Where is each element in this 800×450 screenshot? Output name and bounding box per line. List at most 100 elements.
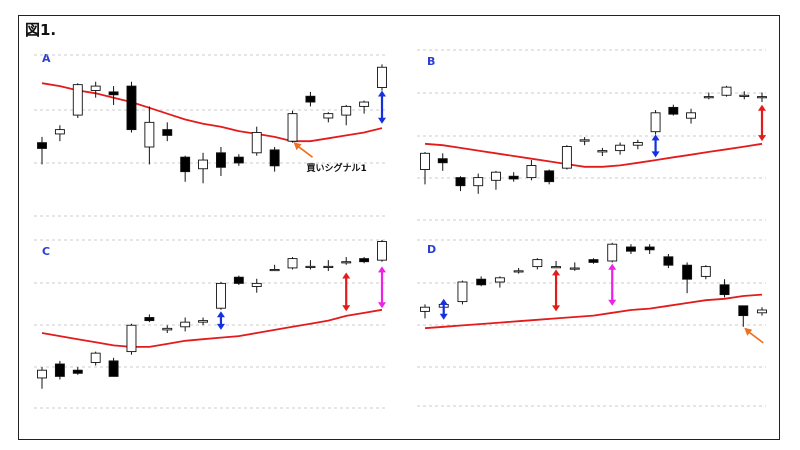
signal-arrow-head-down bbox=[552, 305, 561, 312]
signal-arrow bbox=[216, 311, 225, 330]
candle bbox=[569, 262, 580, 271]
candle-body-up bbox=[377, 66, 387, 88]
moving-average-line bbox=[41, 308, 383, 348]
candle-body-down bbox=[508, 175, 519, 180]
candle-body-up bbox=[126, 324, 137, 353]
annotation-label: 買いシグナル1 bbox=[307, 162, 367, 174]
candle bbox=[180, 155, 191, 182]
signal-arrow-head-up bbox=[552, 269, 561, 276]
candle bbox=[757, 307, 767, 316]
candle bbox=[457, 280, 468, 305]
candle bbox=[607, 242, 618, 263]
candle bbox=[72, 83, 83, 118]
signal-arrow-head-up bbox=[608, 263, 617, 270]
candle-body-up bbox=[494, 277, 505, 283]
signal-arrow bbox=[651, 134, 660, 158]
candle bbox=[323, 112, 334, 123]
candle-body-up bbox=[37, 369, 47, 379]
candle-body-up bbox=[597, 150, 608, 153]
signal-arrow-head-down bbox=[651, 151, 660, 158]
candle-body-down bbox=[359, 258, 370, 263]
candle-body-up bbox=[198, 320, 209, 323]
candle-body-down bbox=[180, 156, 191, 173]
candle bbox=[251, 126, 262, 156]
candle-body-down bbox=[476, 278, 487, 286]
candle bbox=[90, 81, 101, 98]
candle-body-down bbox=[625, 246, 636, 252]
candle bbox=[494, 276, 505, 288]
signal-arrow-head-down bbox=[342, 305, 351, 312]
candle bbox=[198, 152, 209, 184]
signal-arrow-head-up bbox=[216, 311, 225, 318]
candle-body-up bbox=[90, 85, 101, 91]
candle bbox=[588, 258, 599, 264]
annotation-arrow bbox=[746, 330, 764, 344]
candle-body-up bbox=[180, 321, 191, 328]
candle bbox=[251, 278, 262, 293]
candle bbox=[72, 367, 83, 375]
candle-body-down bbox=[37, 142, 47, 149]
candle-body-down bbox=[144, 317, 155, 322]
candle bbox=[579, 137, 590, 146]
candle bbox=[644, 244, 655, 254]
signal-arrow bbox=[378, 90, 386, 124]
candle bbox=[90, 351, 101, 366]
candle-body-up bbox=[420, 306, 430, 312]
candle bbox=[632, 139, 643, 150]
candle-body-up bbox=[632, 142, 643, 146]
candle-body-up bbox=[323, 265, 334, 269]
candle-body-down bbox=[72, 369, 83, 374]
candle-body-up bbox=[377, 241, 387, 261]
panel-label-d: D bbox=[427, 243, 436, 256]
candle-body-up bbox=[579, 139, 590, 142]
candle bbox=[420, 304, 430, 319]
candle bbox=[682, 262, 693, 294]
candle-body-up bbox=[703, 96, 714, 99]
candle-body-up bbox=[700, 266, 711, 277]
candle bbox=[233, 275, 244, 285]
signal-arrow-head-down bbox=[216, 323, 225, 330]
candle-body-up bbox=[359, 101, 370, 107]
candle bbox=[738, 305, 749, 327]
candle-body-up bbox=[198, 159, 209, 170]
candle bbox=[162, 325, 173, 333]
candle bbox=[377, 64, 387, 91]
candle-body-up bbox=[739, 94, 750, 97]
candle-body-down bbox=[162, 129, 173, 136]
signal-arrow bbox=[758, 104, 766, 142]
candle-body-up bbox=[650, 112, 661, 133]
annotation-arrow-head bbox=[744, 327, 753, 336]
candle bbox=[341, 104, 352, 126]
candle bbox=[37, 136, 47, 165]
candle-body-down bbox=[126, 85, 137, 131]
candle bbox=[54, 125, 65, 142]
candle bbox=[650, 110, 661, 135]
signal-arrow bbox=[552, 269, 561, 312]
candle-body-up bbox=[341, 261, 352, 264]
candle-body-down bbox=[668, 106, 679, 115]
annotation: 買いシグナル1 bbox=[293, 142, 367, 174]
candle bbox=[625, 244, 636, 254]
candle-body-down bbox=[233, 156, 244, 164]
candle bbox=[233, 154, 244, 166]
annotation-arrow-head bbox=[293, 142, 302, 151]
candle bbox=[180, 317, 191, 332]
candle-body-up bbox=[551, 266, 562, 269]
moving-average-line bbox=[424, 142, 763, 168]
candle bbox=[54, 360, 65, 380]
candle-body-up bbox=[721, 86, 732, 96]
candle bbox=[215, 281, 226, 310]
candle bbox=[700, 265, 711, 280]
candle-body-down bbox=[544, 170, 555, 183]
candle-body-up bbox=[341, 105, 352, 116]
candle bbox=[144, 314, 155, 323]
candle-body-down bbox=[588, 259, 599, 263]
panel-label-b: B bbox=[427, 55, 435, 68]
candle bbox=[287, 257, 298, 270]
panel-b: B bbox=[417, 49, 767, 221]
candle bbox=[305, 91, 316, 107]
candle bbox=[719, 279, 730, 298]
signal-arrow-head-down bbox=[758, 135, 766, 142]
candle bbox=[215, 147, 226, 176]
